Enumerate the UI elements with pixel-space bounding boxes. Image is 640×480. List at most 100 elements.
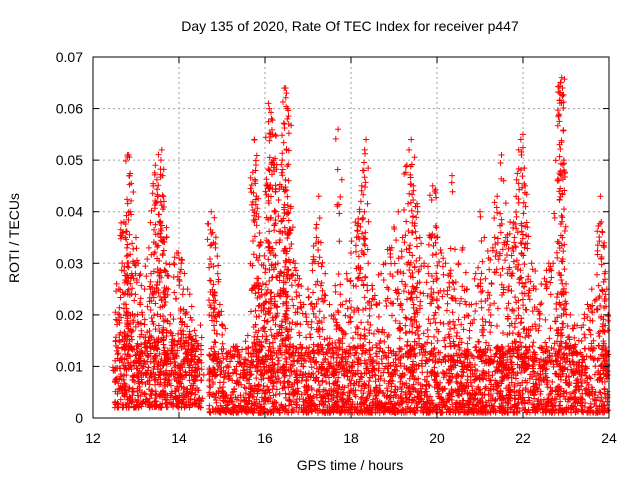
data-point <box>471 275 478 282</box>
data-point <box>171 364 178 371</box>
data-point <box>197 397 204 404</box>
data-point <box>414 324 421 331</box>
data-point <box>155 151 162 158</box>
data-point <box>601 385 608 392</box>
data-point <box>285 177 292 184</box>
data-point <box>289 406 296 413</box>
data-point <box>391 260 398 267</box>
data-point <box>393 237 400 244</box>
data-point <box>449 188 456 195</box>
data-point <box>433 270 440 277</box>
data-point <box>398 278 405 285</box>
data-point <box>303 377 310 384</box>
data-point <box>358 319 365 326</box>
data-point <box>359 350 366 357</box>
data-point <box>400 270 407 277</box>
data-point <box>176 276 183 283</box>
data-point <box>411 351 418 358</box>
data-point <box>265 165 272 172</box>
data-point <box>530 368 537 375</box>
data-point <box>120 401 127 408</box>
data-point <box>451 325 458 332</box>
data-point <box>211 338 218 345</box>
data-point <box>197 346 204 353</box>
data-point <box>361 326 368 333</box>
data-point <box>494 209 501 216</box>
data-point <box>122 158 129 165</box>
data-point <box>335 126 342 133</box>
data-point <box>413 235 420 242</box>
data-point <box>141 391 148 398</box>
data-point <box>153 391 160 398</box>
data-point <box>115 403 122 410</box>
data-point <box>410 358 417 365</box>
data-point <box>316 382 323 389</box>
data-point <box>361 294 368 301</box>
data-point <box>126 384 133 391</box>
data-point <box>335 374 342 381</box>
data-point <box>449 309 456 316</box>
data-point <box>577 398 584 405</box>
data-point <box>193 337 200 344</box>
data-point <box>455 316 462 323</box>
data-point <box>288 241 295 248</box>
data-point <box>556 402 563 409</box>
data-point <box>130 374 137 381</box>
data-point <box>377 372 384 379</box>
data-point <box>208 208 215 215</box>
data-point <box>439 263 446 270</box>
data-point <box>305 294 312 301</box>
data-point <box>337 281 344 288</box>
data-point <box>145 399 152 406</box>
data-point <box>247 392 254 399</box>
data-point <box>147 278 154 285</box>
data-point <box>244 332 251 339</box>
data-point <box>308 364 315 371</box>
data-point <box>126 231 133 238</box>
data-point <box>434 275 441 282</box>
data-point <box>414 208 421 215</box>
data-point <box>462 269 469 276</box>
data-point <box>413 214 420 221</box>
data-point <box>396 335 403 342</box>
data-point <box>355 274 362 281</box>
data-point <box>388 388 395 395</box>
data-point <box>359 306 366 313</box>
data-point <box>197 322 204 329</box>
data-point <box>456 300 463 307</box>
data-point <box>171 375 178 382</box>
data-point <box>435 304 442 311</box>
data-point <box>433 251 440 258</box>
data-point <box>448 179 455 186</box>
data-point <box>266 278 273 285</box>
data-point <box>416 335 423 342</box>
data-point <box>273 386 280 393</box>
data-point <box>320 359 327 366</box>
data-point <box>460 369 467 376</box>
data-point <box>527 371 534 378</box>
data-point <box>338 176 345 183</box>
data-point <box>271 208 278 215</box>
data-point <box>129 240 136 247</box>
data-point <box>263 281 270 288</box>
data-point <box>491 215 498 222</box>
data-point <box>352 349 359 356</box>
data-point <box>405 200 412 207</box>
data-point <box>268 115 275 122</box>
data-point <box>273 239 280 246</box>
data-point <box>402 163 409 170</box>
data-point <box>194 387 201 394</box>
data-point <box>118 376 125 383</box>
data-point <box>214 270 221 277</box>
data-point <box>364 287 371 294</box>
data-point <box>121 380 128 387</box>
data-point <box>128 197 135 204</box>
data-point <box>159 251 166 258</box>
data-point <box>138 282 145 289</box>
data-point <box>198 334 205 341</box>
data-point <box>497 388 504 395</box>
data-point <box>424 326 431 333</box>
data-point <box>165 272 172 279</box>
data-point <box>123 244 130 251</box>
data-point <box>583 385 590 392</box>
